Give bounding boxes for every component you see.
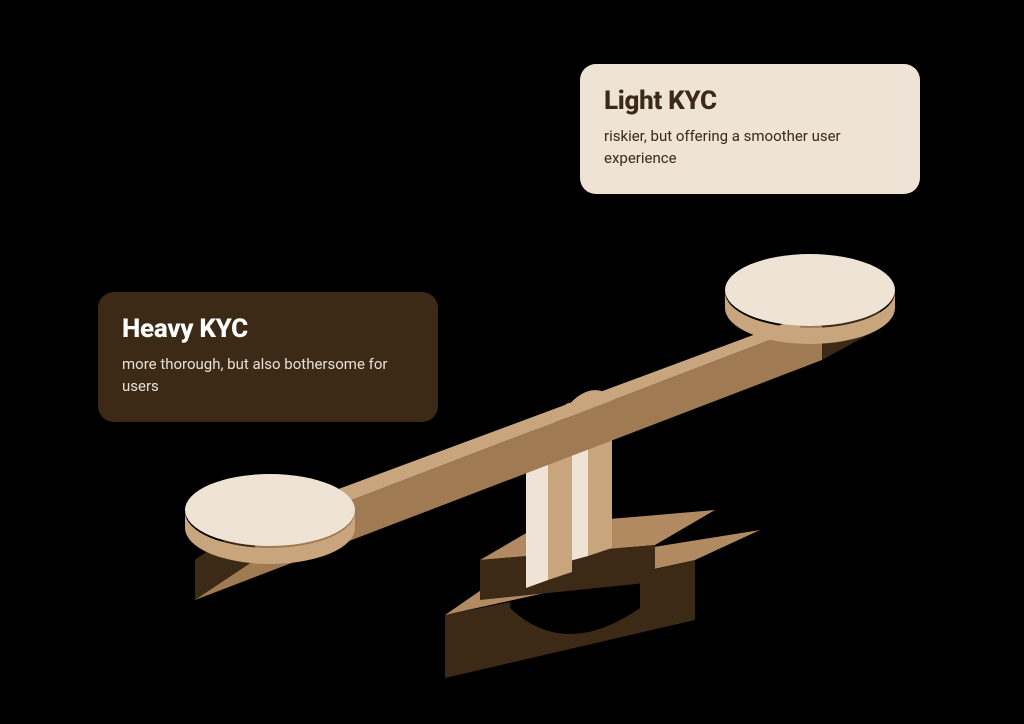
heavy-kyc-card: Heavy KYC more thorough, but also bother… xyxy=(98,292,438,422)
light-kyc-title: Light KYC xyxy=(604,86,896,116)
left-pan xyxy=(185,474,355,564)
light-kyc-description: riskier, but offering a smoother user ex… xyxy=(604,126,896,170)
infographic-canvas: Heavy KYC more thorough, but also bother… xyxy=(0,0,1024,724)
heavy-kyc-title: Heavy KYC xyxy=(122,314,414,344)
right-pan xyxy=(725,254,895,344)
heavy-kyc-description: more thorough, but also bothersome for u… xyxy=(122,354,414,398)
light-kyc-card: Light KYC riskier, but offering a smooth… xyxy=(580,64,920,194)
